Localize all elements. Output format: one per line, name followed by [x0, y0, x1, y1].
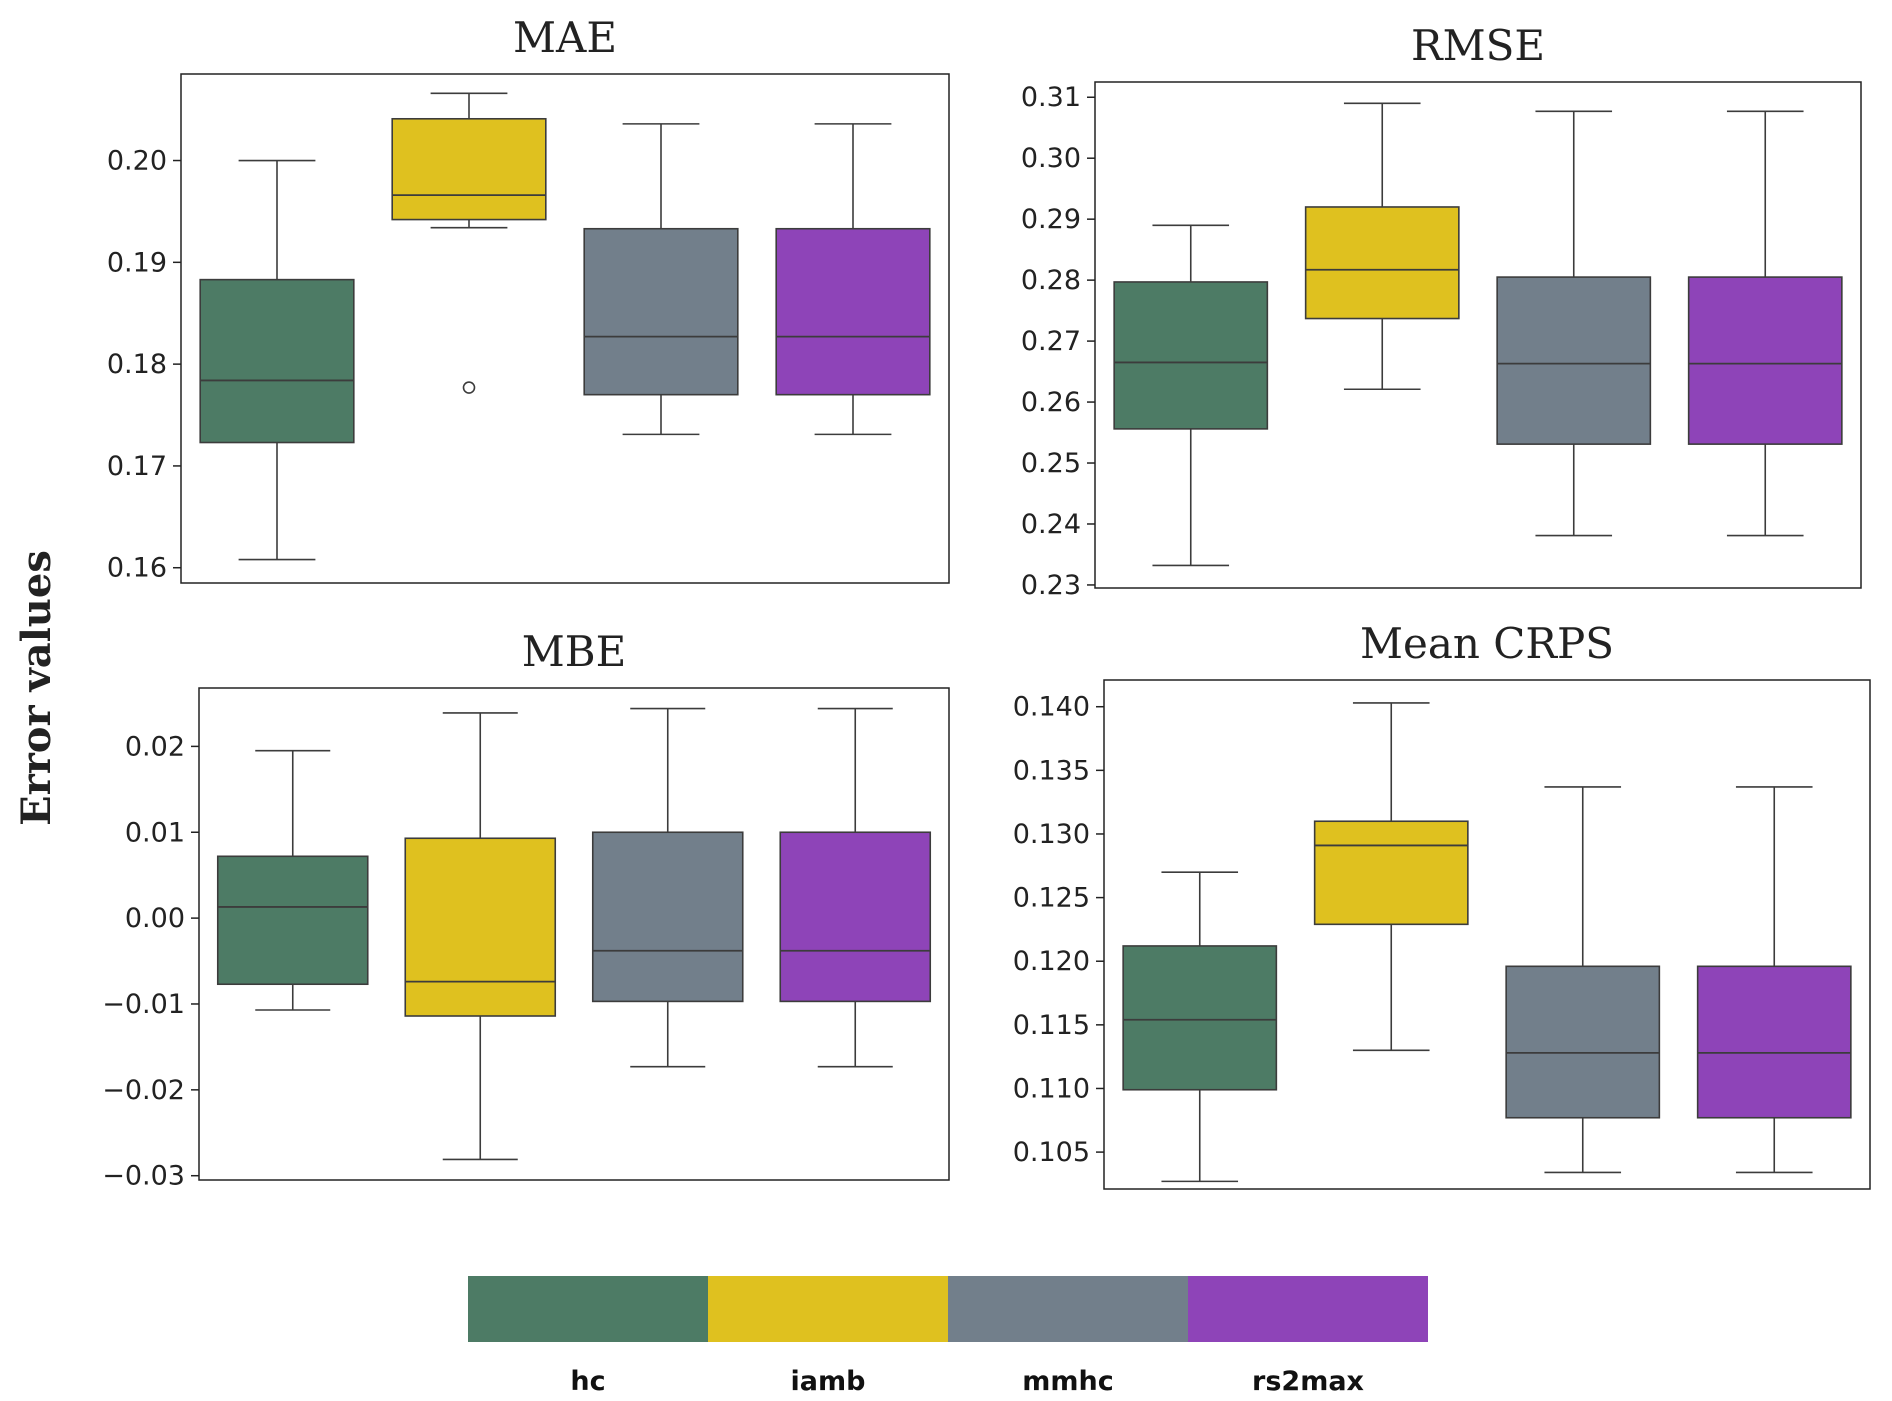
y-tick-label: 0.28	[1021, 265, 1081, 296]
legend-label-hc: hc	[570, 1366, 605, 1397]
iqr-box	[1496, 276, 1652, 445]
y-tick-label: 0.20	[107, 146, 167, 177]
iqr-box	[391, 117, 547, 221]
y-axis-label: Error values	[13, 550, 60, 826]
box-mmhc	[583, 123, 739, 436]
panel-rmse: RMSE 0.23 0.24 0.25 0.26 0.27 0.28 0.29 0.30 0.31	[1021, 21, 1862, 601]
legend-label-rs2max: rs2max	[1252, 1366, 1364, 1397]
panel-mae: MAE 0.16 0.17 0.18 0.19 0.20	[107, 13, 950, 584]
iqr-box	[1122, 945, 1278, 1091]
box-rs2max	[1696, 786, 1852, 1174]
panels: MAE 0.16 0.17 0.18 0.19 0.20 RMSE 0.23 0.24 0.25 0…	[102, 13, 1871, 1192]
box-rs2max	[779, 707, 932, 1068]
y-tick-label: 0.00	[125, 903, 185, 934]
panel-title: MAE	[513, 13, 617, 62]
y-tick-label: 0.31	[1021, 82, 1081, 113]
panel-title: MBE	[522, 627, 627, 676]
legend-swatch-mmhc	[948, 1276, 1188, 1342]
box-hc	[199, 159, 355, 561]
iqr-box	[1313, 820, 1469, 926]
legend-swatch-hc	[468, 1276, 708, 1342]
y-tick-label: −0.02	[102, 1075, 185, 1106]
panel-mean-crps: Mean CRPS 0.105 0.110 0.115 0.120 0.125 0.130 0…	[1013, 619, 1871, 1190]
y-tick-label: 0.27	[1021, 326, 1081, 357]
y-tick-label: 0.110	[1013, 1073, 1090, 1104]
y-tick-label: −0.03	[102, 1161, 185, 1192]
box-mmhc	[591, 707, 744, 1068]
box-hc	[216, 749, 369, 1011]
iqr-box	[1696, 965, 1852, 1119]
y-tick-label: 0.140	[1013, 692, 1090, 723]
panel-title: RMSE	[1411, 21, 1545, 70]
y-tick-label: 0.115	[1013, 1010, 1090, 1041]
y-tick-label: 0.16	[107, 553, 167, 584]
box-hc	[1113, 224, 1269, 567]
legend-swatch-rs2max	[1188, 1276, 1428, 1342]
axes-frame	[180, 73, 950, 584]
panel-title: Mean CRPS	[1360, 619, 1614, 668]
iqr-box	[199, 278, 355, 444]
legend-swatch-iamb	[708, 1276, 948, 1342]
y-tick-label: 0.25	[1021, 448, 1081, 479]
y-tick-label: 0.02	[125, 731, 185, 762]
y-tick-label: 0.105	[1013, 1137, 1090, 1168]
y-tick-label: −0.01	[102, 989, 185, 1020]
y-tick-label: 0.125	[1013, 883, 1090, 914]
y-tick-label: 0.30	[1021, 143, 1081, 174]
legend-label-iamb: iamb	[791, 1366, 866, 1397]
axes-frame	[198, 687, 950, 1181]
y-tick-label: 0.29	[1021, 204, 1081, 235]
y-tick-label: 0.19	[107, 247, 167, 278]
iqr-box	[1304, 206, 1460, 320]
iqr-box	[591, 831, 744, 1003]
box-iamb	[391, 92, 547, 394]
y-tick-label: 0.24	[1021, 509, 1081, 540]
y-tick-label: 0.135	[1013, 755, 1090, 786]
box-iamb	[1313, 702, 1469, 1052]
iqr-box	[404, 837, 557, 1017]
y-tick-label: 0.130	[1013, 819, 1090, 850]
iqr-box	[583, 227, 739, 396]
iqr-box	[1687, 276, 1843, 445]
legend-label-mmhc: mmhc	[1022, 1366, 1114, 1397]
y-tick-label: 0.01	[125, 817, 185, 848]
y-tick-label: 0.18	[107, 349, 167, 380]
iqr-box	[775, 227, 931, 396]
y-tick-label: 0.17	[107, 451, 167, 482]
box-mmhc	[1505, 786, 1661, 1174]
iqr-box	[779, 831, 932, 1003]
legend: hc iamb mmhc rs2max	[468, 1276, 1428, 1397]
iqr-box	[1505, 965, 1661, 1119]
box-mmhc	[1496, 110, 1652, 537]
box-iamb	[1304, 102, 1460, 391]
box-iamb	[404, 712, 557, 1161]
box-rs2max	[775, 123, 931, 436]
box-hc	[1122, 871, 1278, 1183]
outlier-point	[462, 381, 476, 394]
box-rs2max	[1687, 110, 1843, 537]
y-tick-label: 0.23	[1021, 570, 1081, 601]
y-tick-label: 0.120	[1013, 946, 1090, 977]
axes-frame	[1094, 81, 1862, 589]
axes-frame	[1103, 679, 1871, 1190]
iqr-box	[216, 855, 369, 986]
y-tick-label: 0.26	[1021, 387, 1081, 418]
iqr-box	[1113, 281, 1269, 430]
panel-mbe: MBE −0.03 −0.02 −0.01 0.00 0.01 0.02	[102, 627, 950, 1192]
